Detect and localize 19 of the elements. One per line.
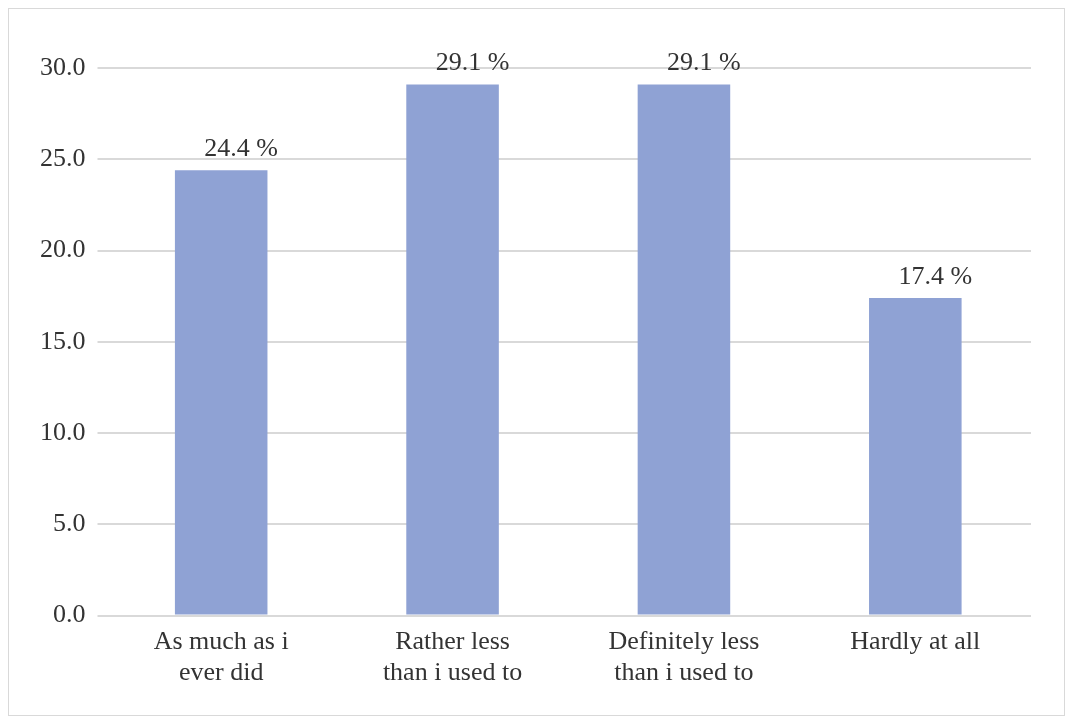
bar (406, 84, 499, 615)
x-tick-label: Rather less than i used to (382, 626, 523, 687)
y-tick-label: 25.0 (40, 143, 86, 173)
x-tick-label: As much as i ever did (153, 626, 289, 687)
y-tick-label: 0.0 (53, 599, 86, 629)
data-label: 29.1 % (667, 47, 741, 77)
y-tick-label: 5.0 (53, 508, 86, 538)
bar (174, 170, 268, 615)
data-label: 24.4 % (204, 133, 279, 163)
x-tick-label: Definitely less than i used to (608, 626, 760, 687)
data-label: 29.1 % (435, 47, 510, 77)
y-tick-label: 15.0 (40, 325, 86, 355)
data-label: 17.4 % (898, 260, 973, 290)
bar (869, 297, 962, 615)
bar (637, 84, 731, 615)
x-tick-label: Hardly at all (850, 626, 981, 656)
y-tick-label: 10.0 (40, 416, 86, 446)
y-tick-label: 30.0 (40, 51, 86, 81)
y-tick-label: 20.0 (40, 234, 86, 264)
